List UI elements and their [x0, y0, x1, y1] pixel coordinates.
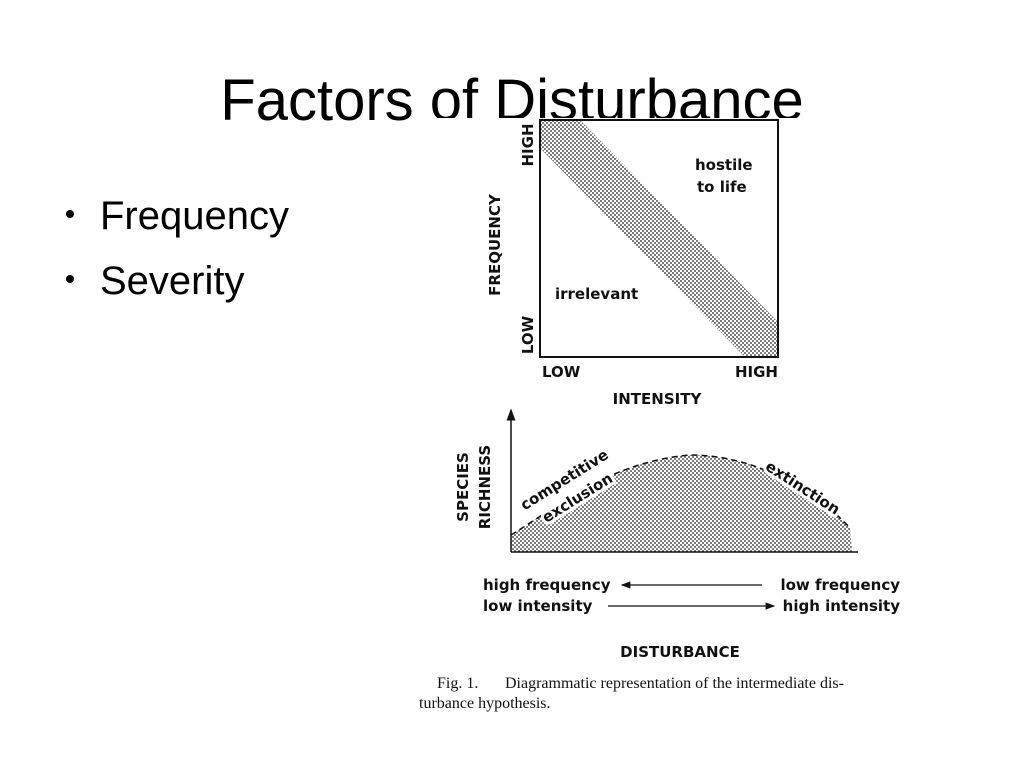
- scale-label: low intensity: [483, 597, 593, 615]
- plot-frame: [539, 119, 779, 358]
- y-label: FREQUENCY: [486, 193, 504, 296]
- figure: HIGH LOW FREQUENCY hostile to life irrel…: [415, 118, 945, 723]
- richness-curve: [510, 454, 851, 536]
- region-label: to life: [697, 178, 747, 196]
- bullet: Severity: [100, 259, 245, 303]
- x-high: HIGH: [735, 363, 778, 381]
- figure-background: [415, 118, 945, 723]
- caption-label: Fig. 1.: [437, 675, 478, 692]
- caption-text: Diagrammatic representation of the inter…: [505, 675, 844, 692]
- bullet-dot: [66, 210, 74, 218]
- scale-label: high frequency: [483, 576, 611, 594]
- y-label: RICHNESS: [476, 445, 494, 529]
- x-label: INTENSITY: [613, 390, 703, 408]
- y-low: LOW: [519, 315, 537, 354]
- y-high: HIGH: [519, 123, 537, 166]
- y-label: SPECIES: [454, 452, 472, 522]
- x-low: LOW: [542, 363, 581, 381]
- bullet-dot: [66, 275, 74, 283]
- caption-text: turbance hypothesis.: [419, 695, 551, 712]
- region-label: irrelevant: [555, 285, 638, 303]
- scale-label: low frequency: [780, 576, 900, 594]
- richness-area: [511, 455, 852, 552]
- bullet: Frequency: [100, 194, 289, 238]
- region-label: hostile: [695, 156, 753, 174]
- hatched-band: [540, 120, 778, 357]
- x-label: DISTURBANCE: [620, 643, 740, 661]
- scale-label: high intensity: [783, 597, 901, 615]
